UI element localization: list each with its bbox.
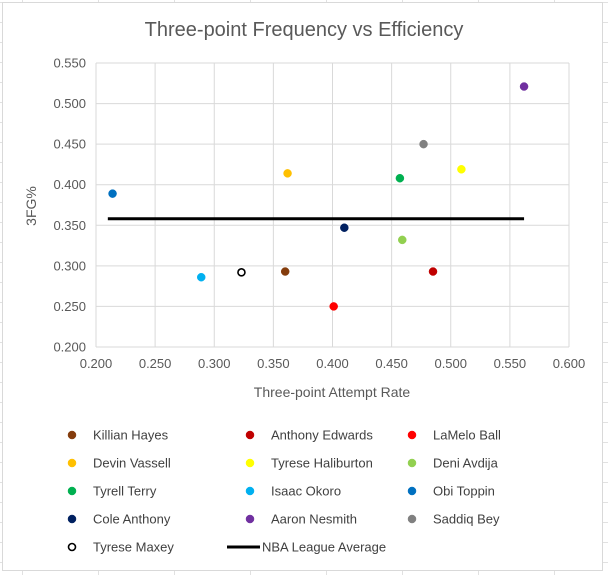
gridlines — [95, 62, 570, 348]
data-point — [428, 267, 438, 276]
legend-entry: Tyrell Terry — [67, 484, 157, 499]
data-point — [283, 169, 292, 178]
legend-marker — [67, 430, 77, 440]
x-axis-title: Three-point Attempt Rate — [254, 384, 411, 400]
legend-marker — [407, 430, 417, 440]
legend-marker — [407, 458, 417, 468]
y-tick-label: 0.400 — [53, 177, 86, 192]
y-tick-label: 0.200 — [53, 340, 86, 355]
data-point — [457, 165, 466, 174]
legend-entry: Deni Avdija — [407, 456, 499, 471]
x-tick-label: 0.500 — [434, 356, 467, 371]
y-tick-label: 0.300 — [53, 258, 86, 273]
y-tick-label: 0.500 — [53, 96, 86, 111]
x-tick-label: 0.400 — [316, 356, 349, 371]
axes: 0.200 0.250 0.300 0.350 0.400 0.450 0.500 0.550… — [53, 56, 585, 372]
x-tick-label: 0.450 — [375, 356, 408, 371]
legend-marker — [407, 514, 417, 524]
legend-label: Killian Hayes — [93, 428, 169, 443]
legend-label: Aaron Nesmith — [271, 512, 357, 527]
x-tick-label: 0.350 — [257, 356, 290, 371]
y-axis-title: 3FG% — [23, 186, 39, 226]
legend-label: Tyrese Maxey — [93, 540, 174, 555]
data-point — [108, 189, 117, 198]
y-tick-label: 0.250 — [53, 299, 86, 314]
y-tick-label: 0.550 — [53, 56, 86, 71]
x-tick-label: 0.250 — [139, 356, 172, 371]
legend-label: Cole Anthony — [93, 512, 171, 527]
legend-label: Obi Toppin — [433, 484, 495, 499]
legend-label: Saddiq Bey — [433, 512, 500, 527]
legend-entry: Devin Vassell — [67, 456, 171, 471]
data-point — [340, 223, 349, 232]
legend-entry: Tyrese Maxey — [67, 540, 174, 555]
data-point — [237, 268, 246, 277]
legend-label: Isaac Okoro — [271, 484, 341, 499]
legend-entry: Saddiq Bey — [407, 512, 500, 527]
data-points — [108, 82, 529, 311]
x-tick-label: 0.200 — [80, 356, 113, 371]
legend-marker — [67, 486, 77, 496]
legend-label: Devin Vassell — [93, 456, 171, 471]
legend-entry: Tyrese Haliburton — [245, 456, 373, 471]
legend-label: Tyrese Haliburton — [271, 456, 373, 471]
data-point — [329, 302, 338, 311]
legend-entry: Isaac Okoro — [245, 484, 341, 499]
data-point — [395, 173, 405, 183]
legend-entry: Killian Hayes — [67, 428, 169, 443]
legend-marker — [67, 514, 77, 524]
x-tick-label: 0.600 — [553, 356, 586, 371]
legend-marker — [245, 430, 255, 440]
data-point — [398, 235, 407, 245]
legend-marker — [67, 542, 77, 552]
legend-marker — [245, 458, 255, 468]
legend-entry: Anthony Edwards — [245, 428, 373, 443]
data-point — [280, 267, 290, 276]
x-tick-label: 0.300 — [198, 356, 231, 371]
legend-marker — [245, 486, 255, 496]
legend-entry: Aaron Nesmith — [245, 512, 357, 527]
legend-marker — [67, 458, 77, 468]
legend-marker — [407, 486, 417, 496]
x-tick-label: 0.550 — [494, 356, 527, 371]
y-tick-label: 0.350 — [53, 218, 86, 233]
legend-label: Tyrell Terry — [93, 484, 157, 499]
data-point — [196, 272, 206, 282]
y-tick-label: 0.450 — [53, 137, 86, 152]
chart-area[interactable] — [2, 2, 603, 571]
legend-entry: Cole Anthony — [67, 512, 171, 527]
data-point — [419, 139, 428, 149]
data-point — [519, 82, 529, 91]
legend-label: LaMelo Ball — [433, 428, 501, 443]
legend-marker — [245, 514, 255, 524]
legend-label: Deni Avdija — [433, 456, 499, 471]
legend-entry: NBA League Average — [227, 540, 386, 555]
legend-label: NBA League Average — [262, 540, 386, 555]
chart-title: Three-point Frequency vs Efficiency — [145, 19, 464, 41]
legend-label: Anthony Edwards — [271, 428, 373, 443]
legend-entry: Obi Toppin — [407, 484, 495, 499]
legend: Killian Hayes Anthony Edwards LaMelo Ball D… — [67, 428, 501, 555]
legend-entry: LaMelo Ball — [407, 428, 501, 443]
